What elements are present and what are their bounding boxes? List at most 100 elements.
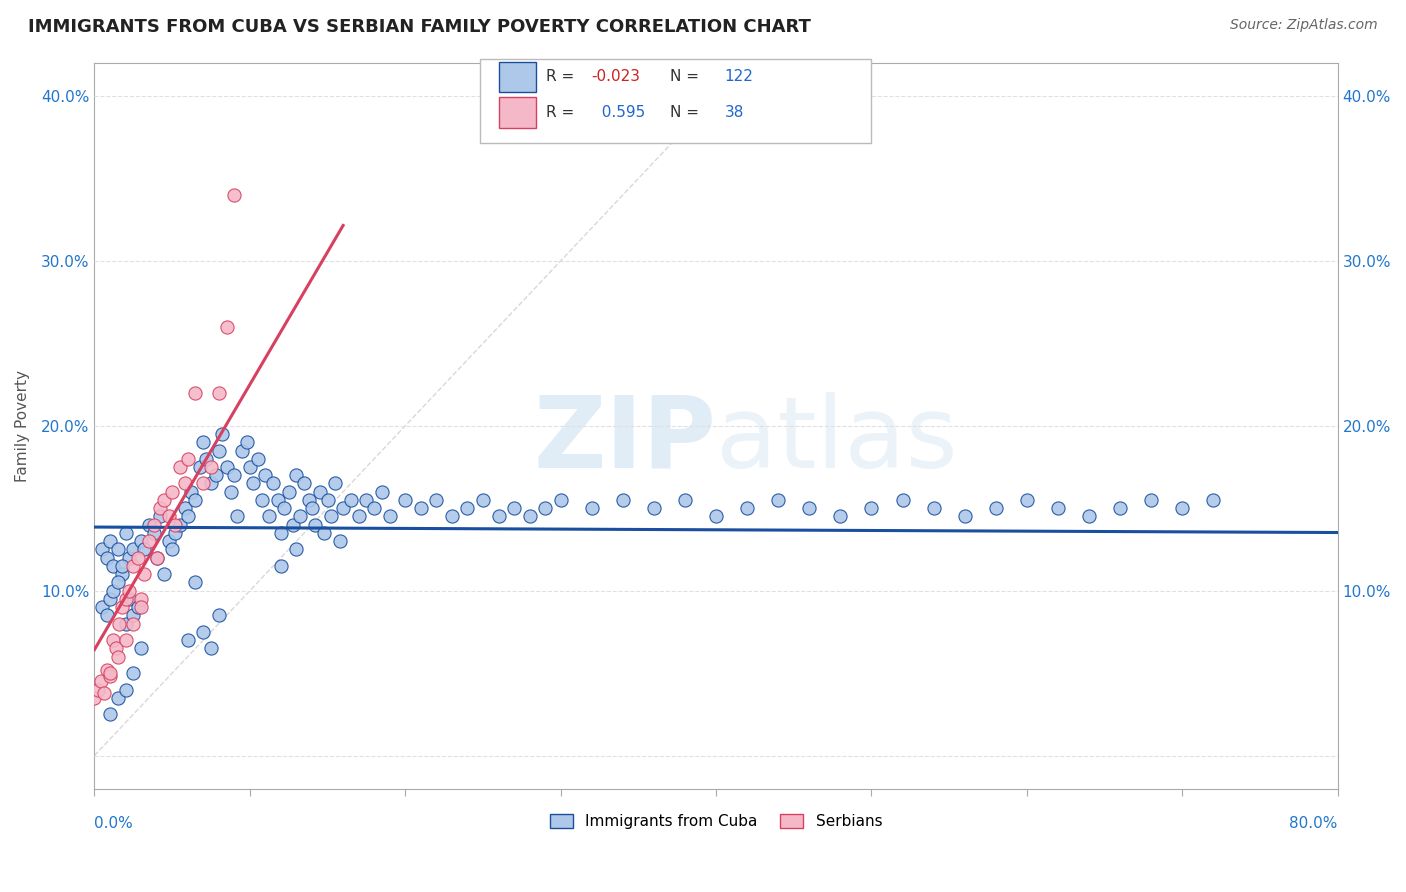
Point — [378, 509, 401, 524]
Point — [519, 509, 541, 524]
Point — [108, 616, 131, 631]
Point — [98, 707, 121, 722]
Point — [169, 517, 191, 532]
Point — [118, 591, 141, 606]
Text: R =: R = — [546, 105, 579, 120]
Point — [252, 493, 274, 508]
Point — [270, 525, 292, 540]
Point — [766, 493, 789, 508]
Point — [145, 550, 167, 565]
Point — [129, 534, 152, 549]
Point — [127, 600, 149, 615]
Point — [153, 567, 176, 582]
Point — [98, 591, 121, 606]
Point — [285, 468, 308, 483]
Point — [195, 451, 218, 466]
Point — [215, 319, 238, 334]
Point — [165, 525, 187, 540]
Point — [122, 608, 145, 623]
Point — [267, 493, 290, 508]
Point — [673, 493, 696, 508]
Point — [231, 443, 253, 458]
Bar — [499, 62, 536, 92]
Text: 0.595: 0.595 — [592, 105, 645, 120]
Point — [177, 509, 200, 524]
Point — [211, 427, 233, 442]
Point — [101, 633, 124, 648]
Point — [86, 682, 108, 697]
Point — [129, 641, 152, 656]
Point — [188, 460, 211, 475]
Point — [288, 509, 311, 524]
Legend: Immigrants from Cuba, Serbians: Immigrants from Cuba, Serbians — [544, 808, 889, 835]
Text: IMMIGRANTS FROM CUBA VS SERBIAN FAMILY POVERTY CORRELATION CHART: IMMIGRANTS FROM CUBA VS SERBIAN FAMILY P… — [28, 18, 811, 36]
Point — [114, 616, 136, 631]
Text: 38: 38 — [724, 105, 744, 120]
Point — [314, 525, 336, 540]
Point — [111, 558, 134, 573]
Point — [96, 663, 118, 677]
Point — [96, 608, 118, 623]
Point — [107, 575, 129, 590]
Point — [308, 484, 330, 499]
Point — [277, 484, 299, 499]
Text: 80.0%: 80.0% — [1289, 816, 1337, 831]
Point — [200, 641, 222, 656]
Point — [114, 682, 136, 697]
Point — [208, 608, 231, 623]
Point — [111, 600, 134, 615]
Point — [107, 690, 129, 705]
Point — [107, 649, 129, 664]
FancyBboxPatch shape — [479, 60, 872, 143]
Text: ZIP: ZIP — [533, 392, 716, 489]
Text: 0.0%: 0.0% — [94, 816, 134, 831]
Text: 122: 122 — [724, 70, 754, 84]
Point — [91, 600, 114, 615]
Point — [503, 501, 526, 516]
Point — [830, 509, 852, 524]
Point — [204, 468, 226, 483]
Point — [129, 591, 152, 606]
Point — [98, 669, 121, 683]
Point — [177, 451, 200, 466]
Point — [105, 641, 128, 656]
Point — [1202, 493, 1225, 508]
Point — [860, 501, 883, 516]
Point — [114, 633, 136, 648]
Point — [193, 624, 215, 639]
Point — [142, 525, 165, 540]
Point — [298, 493, 321, 508]
Point — [118, 550, 141, 565]
Point — [160, 542, 183, 557]
Point — [292, 476, 315, 491]
Bar — [499, 97, 536, 128]
Point — [704, 509, 727, 524]
Point — [160, 484, 183, 499]
Text: Source: ZipAtlas.com: Source: ZipAtlas.com — [1230, 18, 1378, 32]
Point — [107, 542, 129, 557]
Point — [208, 443, 231, 458]
Point — [371, 484, 394, 499]
Point — [735, 501, 758, 516]
Point — [145, 550, 167, 565]
Point — [224, 188, 246, 202]
Point — [101, 558, 124, 573]
Point — [98, 666, 121, 681]
Point — [184, 493, 207, 508]
Point — [157, 534, 180, 549]
Point — [262, 476, 284, 491]
Point — [1078, 509, 1101, 524]
Point — [581, 501, 603, 516]
Point — [193, 476, 215, 491]
Point — [165, 517, 187, 532]
Point — [122, 616, 145, 631]
Point — [273, 501, 295, 516]
Point — [285, 542, 308, 557]
Text: atlas: atlas — [716, 392, 957, 489]
Point — [122, 666, 145, 681]
Point — [239, 460, 262, 475]
Point — [356, 493, 378, 508]
Point — [319, 509, 342, 524]
Point — [200, 460, 222, 475]
Point — [138, 517, 160, 532]
